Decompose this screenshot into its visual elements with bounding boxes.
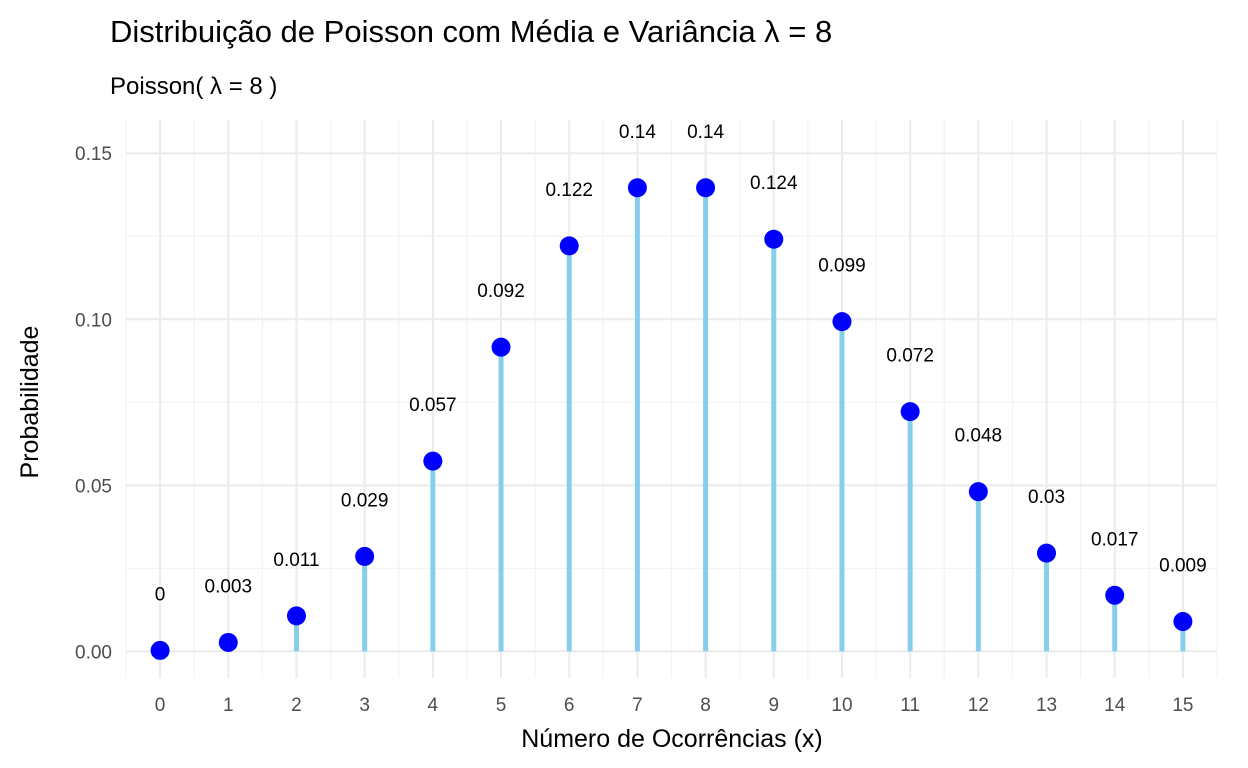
- data-point: [696, 178, 716, 198]
- x-tick-label: 13: [1036, 695, 1057, 716]
- x-axis-ticks: 0 1 2 3 4 5 6 7 8 9 10 11 12 13 14 15: [155, 695, 1194, 716]
- x-tick-label: 2: [291, 695, 302, 716]
- data-label: 0.092: [477, 281, 525, 302]
- x-tick-label: 5: [496, 695, 507, 716]
- data-point: [832, 312, 852, 332]
- x-tick-label: 0: [155, 695, 166, 716]
- data-point: [1105, 585, 1125, 605]
- data-labels: 0 0.003 0.011 0.029 0.057 0.092 0.122 0.14 0.14 0…: [155, 122, 1207, 606]
- data-label: 0.14: [687, 122, 724, 143]
- y-tick-label: 0.00: [75, 642, 112, 663]
- data-point: [900, 402, 920, 422]
- data-label: 0.029: [341, 490, 389, 511]
- data-label: 0.122: [545, 180, 593, 201]
- data-label: 0.009: [1159, 556, 1207, 577]
- data-label: 0.057: [409, 395, 457, 416]
- data-point: [764, 229, 784, 249]
- data-point: [627, 178, 647, 198]
- points: [150, 178, 1193, 660]
- y-tick-label: 0.10: [75, 310, 112, 331]
- grid: [125, 120, 1218, 678]
- data-label: 0.011: [273, 550, 319, 571]
- data-point: [286, 606, 306, 626]
- x-tick-label: 1: [223, 695, 234, 716]
- y-tick-label: 0.05: [75, 476, 112, 497]
- data-point: [218, 632, 238, 652]
- data-point: [491, 337, 511, 357]
- data-label: 0: [155, 584, 166, 605]
- y-axis-title: Probabilidade: [16, 326, 44, 479]
- data-label: 0.099: [818, 256, 866, 277]
- x-tick-label: 9: [768, 695, 779, 716]
- x-tick-label: 11: [900, 695, 920, 716]
- data-label: 0.03: [1028, 487, 1065, 508]
- x-tick-label: 4: [428, 695, 439, 716]
- stems: [157, 187, 1186, 652]
- data-label: 0.14: [619, 122, 656, 143]
- y-axis-ticks: 0.00 0.05 0.10 0.15: [75, 144, 112, 663]
- data-point: [968, 482, 988, 502]
- data-label: 0.072: [886, 346, 934, 367]
- data-label: 0.124: [750, 173, 798, 194]
- y-tick-label: 0.15: [75, 144, 112, 165]
- x-tick-label: 15: [1172, 695, 1193, 716]
- x-tick-label: 6: [564, 695, 575, 716]
- x-tick-label: 14: [1104, 695, 1126, 716]
- x-axis-title: Número de Ocorrências (x): [521, 725, 822, 753]
- x-tick-label: 7: [632, 695, 643, 716]
- x-tick-label: 3: [359, 695, 370, 716]
- data-label: 0.003: [205, 576, 253, 597]
- x-tick-label: 10: [831, 695, 852, 716]
- data-point: [1173, 612, 1193, 632]
- data-point: [559, 236, 579, 256]
- data-point: [355, 546, 375, 566]
- data-point: [1037, 543, 1057, 563]
- chart-title: Distribuição de Poisson com Média e Vari…: [110, 14, 832, 49]
- x-tick-label: 8: [700, 695, 711, 716]
- data-label: 0.017: [1091, 529, 1139, 550]
- data-point: [423, 451, 443, 471]
- chart-subtitle: Poisson( λ = 8 ): [110, 73, 277, 100]
- data-point: [150, 640, 170, 660]
- x-tick-label: 12: [968, 695, 989, 716]
- data-label: 0.048: [955, 426, 1003, 447]
